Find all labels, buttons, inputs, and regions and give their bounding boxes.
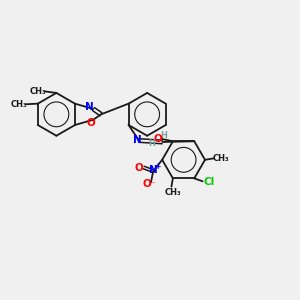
Text: O: O [153, 134, 162, 144]
Text: O: O [135, 163, 144, 172]
Text: CH₃: CH₃ [165, 188, 181, 197]
Text: O: O [143, 179, 152, 190]
Text: CH₃: CH₃ [212, 154, 229, 163]
Text: ⁻: ⁻ [151, 180, 155, 189]
Text: H: H [148, 139, 154, 148]
Text: Cl: Cl [203, 177, 215, 187]
Text: O: O [87, 118, 95, 128]
Text: CH₃: CH₃ [11, 100, 28, 109]
Text: N: N [85, 102, 94, 112]
Text: CH₃: CH₃ [30, 87, 46, 96]
Text: N: N [134, 135, 142, 145]
Text: N: N [149, 165, 158, 175]
Text: H: H [160, 131, 167, 140]
Text: +: + [154, 162, 160, 171]
